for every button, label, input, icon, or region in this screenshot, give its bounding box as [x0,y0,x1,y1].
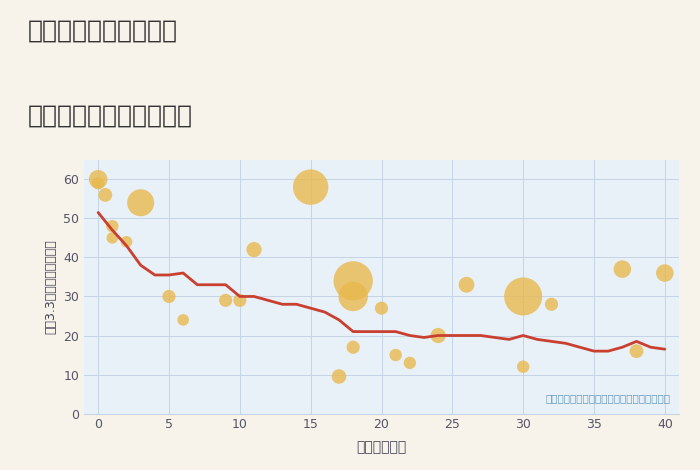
Text: 岐阜県関市洞戸市場の: 岐阜県関市洞戸市場の [28,19,178,43]
Point [517,363,528,370]
Point [92,176,104,183]
Point [135,199,146,206]
Point [92,180,104,187]
Point [121,238,132,245]
Point [390,351,401,359]
Point [178,316,189,324]
Point [631,347,642,355]
Point [106,234,118,242]
Point [106,222,118,230]
Point [376,305,387,312]
Point [517,293,528,300]
X-axis label: 築年数（年）: 築年数（年） [356,440,407,454]
Point [461,281,472,289]
Point [659,269,671,277]
Point [234,297,246,304]
Text: 円の大きさは、取引のあった物件面積を示す: 円の大きさは、取引のあった物件面積を示す [545,393,670,403]
Y-axis label: 坪（3.3㎡）単価（万円）: 坪（3.3㎡）単価（万円） [45,239,57,334]
Point [348,344,359,351]
Point [220,297,231,304]
Point [617,266,628,273]
Point [404,359,415,367]
Point [433,332,444,339]
Point [305,183,316,191]
Point [333,373,344,380]
Point [348,293,359,300]
Point [99,191,111,199]
Point [163,293,174,300]
Point [546,300,557,308]
Point [248,246,260,253]
Text: 築年数別中古戸建て価格: 築年数別中古戸建て価格 [28,103,193,127]
Point [348,277,359,285]
